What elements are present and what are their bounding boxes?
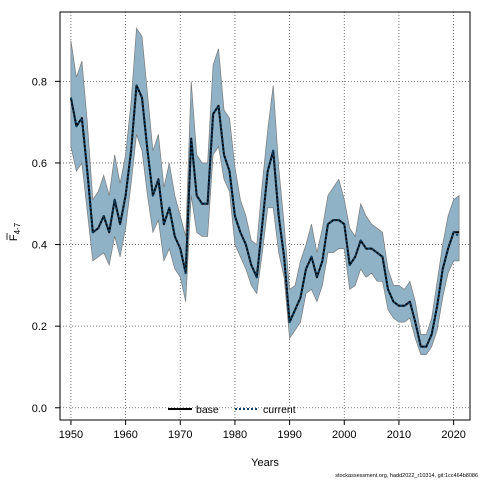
x-axis: 1950 1960 1970 1980 1990 2000 2010 2020 bbox=[59, 420, 466, 441]
y-axis: 0.0 0.2 0.4 0.6 0.8 bbox=[32, 76, 60, 415]
y-tick-label: 0.6 bbox=[32, 158, 47, 170]
x-tick-label: 2000 bbox=[332, 429, 356, 441]
y-tick-label: 0.8 bbox=[32, 76, 47, 88]
x-tick-label: 1960 bbox=[113, 429, 137, 441]
legend: base current bbox=[168, 404, 296, 416]
x-tick-label: 1970 bbox=[168, 429, 192, 441]
y-tick-label: 0.4 bbox=[32, 240, 47, 252]
series-line-current bbox=[69, 84, 460, 348]
x-axis-title: Years bbox=[251, 457, 279, 469]
series-lines bbox=[69, 84, 460, 348]
y-axis-title-main: F bbox=[8, 234, 20, 241]
x-tick-label: 2010 bbox=[387, 429, 411, 441]
legend-label-current: current bbox=[263, 404, 296, 416]
y-axis-title-sub: 4-7 bbox=[13, 222, 22, 234]
footnote: stockassessment.org, hadd2022_r10314, gi… bbox=[335, 473, 478, 479]
x-tick-label: 1950 bbox=[59, 429, 83, 441]
y-axis-title: F4-7 bbox=[6, 222, 22, 241]
plot-frame bbox=[59, 11, 471, 421]
legend-label-base: base bbox=[196, 404, 219, 416]
y-tick-label: 0.0 bbox=[32, 403, 47, 415]
x-tick-label: 1990 bbox=[277, 429, 301, 441]
x-tick-label: 1980 bbox=[223, 429, 247, 441]
svg-text:F4-7: F4-7 bbox=[8, 222, 22, 241]
x-tick-label: 2020 bbox=[441, 429, 465, 441]
y-tick-label: 0.2 bbox=[32, 321, 47, 333]
